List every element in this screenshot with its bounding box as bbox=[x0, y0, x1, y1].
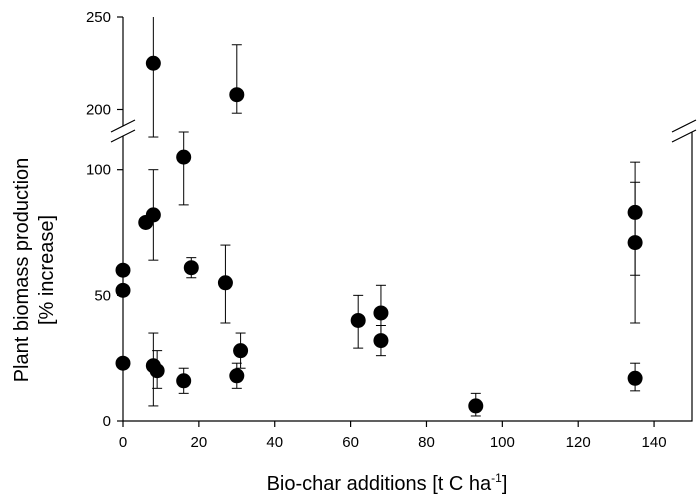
data-point bbox=[229, 368, 245, 384]
y-axis-title: Plant biomass production [% increase] bbox=[11, 158, 58, 383]
y-tick-label: 200 bbox=[86, 102, 111, 119]
y-tick-label: 250 bbox=[86, 9, 111, 26]
x-tick-label: 40 bbox=[266, 434, 283, 451]
data-point bbox=[115, 262, 131, 278]
x-tick-label: 140 bbox=[642, 434, 667, 451]
y-axis-title-line1: Plant biomass production bbox=[11, 158, 33, 383]
axis-break-gap bbox=[672, 120, 696, 142]
data-point bbox=[627, 370, 643, 386]
data-point bbox=[183, 260, 199, 276]
data-point bbox=[627, 204, 643, 220]
data-point bbox=[145, 207, 161, 223]
x-tick-label: 20 bbox=[191, 434, 208, 451]
data-point bbox=[233, 343, 249, 359]
y-axis-title-line2: [% increase] bbox=[36, 215, 58, 325]
x-axis-title: Bio-char additions [t C ha-1] bbox=[267, 471, 508, 495]
data-point bbox=[149, 363, 165, 379]
x-tick-label: 60 bbox=[342, 434, 359, 451]
data-points bbox=[115, 55, 643, 414]
x-tick-label: 0 bbox=[119, 434, 127, 451]
y-tick-labels: 0 50 100 200 250 bbox=[86, 9, 123, 430]
y-tick-label: 50 bbox=[94, 287, 111, 304]
data-point bbox=[176, 373, 192, 389]
error-bars bbox=[148, 17, 641, 417]
lower-axes bbox=[122, 132, 693, 422]
data-point bbox=[115, 282, 131, 298]
axis-break-mark bbox=[671, 129, 697, 143]
lower-axes-frame bbox=[122, 132, 693, 422]
data-point bbox=[229, 87, 245, 103]
x-tick-label: 80 bbox=[418, 434, 435, 451]
data-point bbox=[115, 355, 131, 371]
data-point bbox=[350, 312, 366, 328]
x-tick-label: 100 bbox=[490, 434, 515, 451]
data-point bbox=[373, 333, 389, 349]
axis-break-mark bbox=[110, 119, 136, 133]
data-point bbox=[145, 55, 161, 71]
axis-break-gap bbox=[111, 120, 135, 142]
data-point bbox=[217, 275, 233, 291]
x-tick-label: 120 bbox=[566, 434, 591, 451]
y-tick-label: 100 bbox=[86, 162, 111, 179]
x-tick-labels: 0 20 40 60 80 100 120 140 bbox=[119, 421, 667, 451]
axis-break-mark bbox=[671, 119, 697, 133]
y-tick-label: 0 bbox=[103, 413, 111, 430]
data-point bbox=[373, 305, 389, 321]
data-point bbox=[627, 235, 643, 251]
data-point bbox=[176, 149, 192, 165]
axis-break-mark bbox=[110, 129, 136, 143]
data-point bbox=[468, 398, 484, 414]
axis-break bbox=[110, 119, 697, 143]
